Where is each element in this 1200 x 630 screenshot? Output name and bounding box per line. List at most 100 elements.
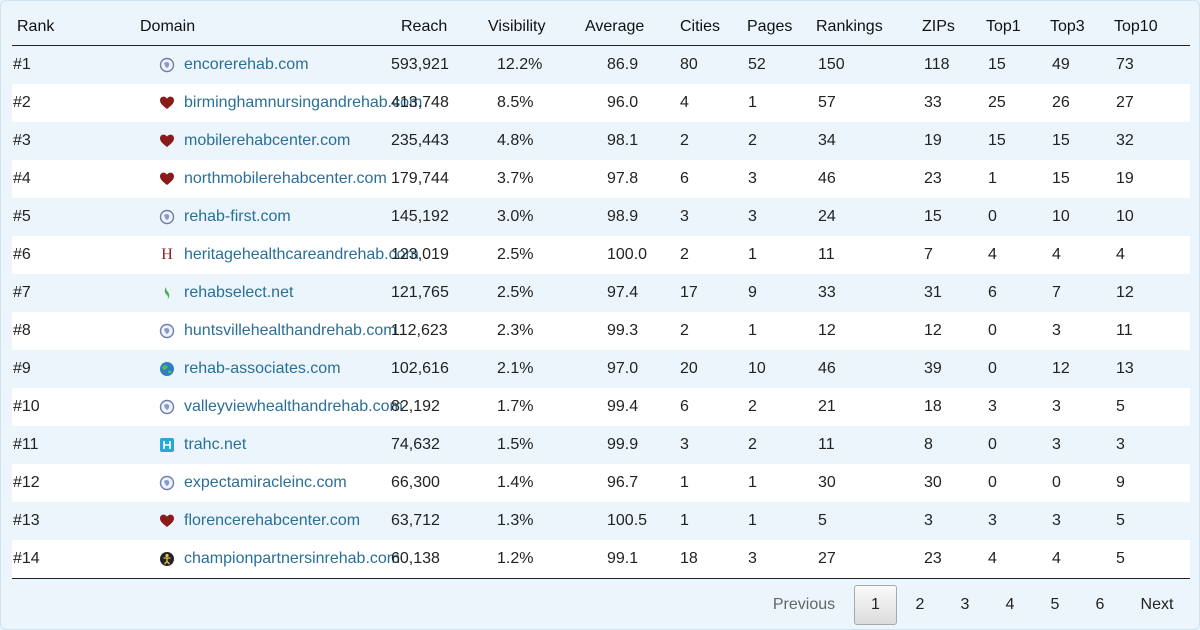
cell-pages: 1 (744, 236, 814, 274)
domain-link[interactable]: encorerehab.com (184, 56, 309, 73)
cell-top1: 3 (984, 502, 1048, 540)
cell-cities: 4 (680, 84, 744, 122)
page-button-2[interactable]: 2 (915, 596, 925, 613)
cell-rankings: 46 (814, 160, 920, 198)
domain-cell: birminghamnursingandrehab.com (159, 94, 422, 112)
cell-rank: #11 (12, 426, 85, 464)
cell-zips: 23 (920, 160, 984, 198)
col-header-rankings[interactable]: Rankings (814, 9, 920, 46)
col-header-visibility[interactable]: Visibility (487, 9, 584, 46)
cell-average: 97.4 (584, 274, 680, 312)
cell-pages: 1 (744, 84, 814, 122)
earth-icon (159, 361, 175, 377)
domain-cell: trahc.net (159, 436, 386, 454)
domain-link[interactable]: rehab-associates.com (184, 360, 341, 377)
previous-page-button[interactable]: Previous (772, 596, 836, 613)
cell-top1: 0 (984, 350, 1048, 388)
cell-rankings: 57 (814, 84, 920, 122)
cell-average: 99.4 (584, 388, 680, 426)
cell-zips: 7 (920, 236, 984, 274)
cell-domain: northmobilerehabcenter.com (85, 160, 387, 198)
cell-reach: 74,632 (386, 426, 487, 464)
cell-zips: 8 (920, 426, 984, 464)
cell-cities: 3 (680, 198, 744, 236)
cell-rankings: 46 (814, 350, 920, 388)
page-button-5[interactable]: 5 (1050, 596, 1060, 613)
cell-reach: 121,765 (386, 274, 487, 312)
cell-reach: 63,712 (386, 502, 487, 540)
cell-reach: 145,192 (386, 198, 487, 236)
cell-domain: valleyviewhealthandrehab.com (85, 388, 403, 426)
cell-rank: #10 (12, 388, 85, 426)
cell-average: 97.8 (584, 160, 680, 198)
next-page-button[interactable]: Next (1140, 596, 1174, 613)
cell-top10: 3 (1112, 426, 1190, 464)
cell-pages: 10 (744, 350, 814, 388)
col-header-top10[interactable]: Top10 (1112, 9, 1190, 46)
cell-top3: 26 (1048, 84, 1112, 122)
cell-rankings: 33 (814, 274, 920, 312)
col-header-domain[interactable]: Domain (85, 9, 386, 46)
cell-rank: #14 (12, 540, 85, 579)
cell-visibility: 1.4% (487, 464, 584, 502)
domain-link[interactable]: expectamiracleinc.com (184, 474, 347, 491)
domain-cell: huntsvillehealthandrehab.com (159, 322, 397, 340)
cell-average: 96.7 (584, 464, 680, 502)
domain-cell: rehab-first.com (159, 208, 386, 226)
cell-reach: 82,192 (386, 388, 487, 426)
col-header-pages[interactable]: Pages (744, 9, 814, 46)
cell-top1: 4 (984, 540, 1048, 579)
cell-reach: 102,616 (386, 350, 487, 388)
domain-link[interactable]: mobilerehabcenter.com (184, 132, 351, 149)
cell-reach: 179,744 (386, 160, 487, 198)
domain-link[interactable]: valleyviewhealthandrehab.com (184, 398, 403, 415)
cell-pages: 9 (744, 274, 814, 312)
cell-rankings: 21 (814, 388, 920, 426)
col-header-zips[interactable]: ZIPs (920, 9, 984, 46)
page-button-6[interactable]: 6 (1095, 596, 1105, 613)
cell-cities: 6 (680, 160, 744, 198)
col-header-reach[interactable]: Reach (386, 9, 487, 46)
domain-link[interactable]: trahc.net (184, 436, 247, 453)
page-button-1[interactable]: 1 (854, 585, 897, 625)
leaf-icon (159, 285, 175, 301)
cell-rankings: 34 (814, 122, 920, 160)
domain-link[interactable]: birminghamnursingandrehab.com (184, 94, 423, 111)
cell-top3: 49 (1048, 45, 1112, 84)
domain-cell: encorerehab.com (159, 56, 386, 74)
cell-domain: encorerehab.com (85, 45, 386, 84)
heart-icon (159, 513, 175, 529)
figure-icon (159, 551, 175, 567)
cell-average: 98.9 (584, 198, 680, 236)
page-button-4[interactable]: 4 (1005, 596, 1015, 613)
domain-link[interactable]: huntsvillehealthandrehab.com (184, 322, 397, 339)
cell-visibility: 1.3% (487, 502, 584, 540)
col-header-top3[interactable]: Top3 (1048, 9, 1112, 46)
domain-cell: expectamiracleinc.com (159, 474, 386, 492)
table-row: #11 trahc.net 74,632 1.5% 99.9 3 2 11 8 0 3 3 (12, 426, 1190, 464)
cell-rank: #4 (12, 160, 85, 198)
cell-average: 97.0 (584, 350, 680, 388)
domain-link[interactable]: championpartnersinrehab.com (184, 550, 401, 567)
globe-icon (159, 399, 175, 415)
domain-link[interactable]: heritagehealthcareandrehab.com (184, 246, 419, 263)
col-header-cities[interactable]: Cities (680, 9, 744, 46)
cell-average: 99.1 (584, 540, 680, 579)
cell-domain: huntsvillehealthandrehab.com (85, 312, 397, 350)
domain-link[interactable]: northmobilerehabcenter.com (184, 170, 387, 187)
letter-h-icon: H (161, 246, 173, 263)
cell-average: 100.5 (584, 502, 680, 540)
col-header-rank[interactable]: Rank (12, 9, 85, 46)
page-button-3[interactable]: 3 (960, 596, 970, 613)
domain-link[interactable]: rehabselect.net (184, 284, 294, 301)
cell-visibility: 2.1% (487, 350, 584, 388)
domain-link[interactable]: rehab-first.com (184, 208, 291, 225)
domain-link[interactable]: florencerehabcenter.com (184, 512, 361, 529)
domain-cell: mobilerehabcenter.com (159, 132, 386, 150)
cell-top1: 1 (984, 160, 1048, 198)
cell-top10: 12 (1112, 274, 1190, 312)
col-header-average[interactable]: Average (584, 9, 680, 46)
col-header-top1[interactable]: Top1 (984, 9, 1048, 46)
cell-domain: rehabselect.net (85, 274, 386, 312)
